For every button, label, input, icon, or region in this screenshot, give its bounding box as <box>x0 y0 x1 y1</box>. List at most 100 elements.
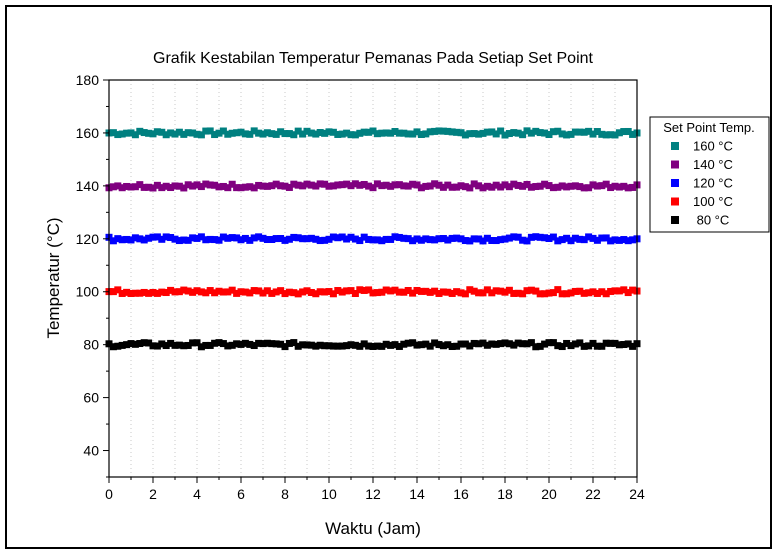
data-point <box>607 339 615 347</box>
data-point <box>439 183 447 191</box>
data-point <box>312 342 320 350</box>
data-point <box>567 130 575 138</box>
data-point <box>519 131 527 139</box>
data-point <box>347 341 355 349</box>
data-point <box>431 287 439 295</box>
data-point <box>373 289 381 297</box>
data-point <box>365 342 373 350</box>
data-point <box>360 180 368 188</box>
data-point <box>417 236 425 244</box>
data-point <box>109 237 117 245</box>
data-point <box>589 288 597 296</box>
data-point <box>123 235 131 243</box>
data-point <box>325 128 333 136</box>
data-point <box>488 340 496 348</box>
data-point <box>554 237 562 245</box>
data-point <box>488 128 496 136</box>
data-point <box>448 128 456 136</box>
data-point <box>118 341 126 349</box>
data-point <box>149 288 157 296</box>
data-point <box>118 130 126 138</box>
data-point <box>615 236 623 244</box>
data-point <box>180 130 188 138</box>
data-point <box>215 339 223 347</box>
y-tick-label: 180 <box>76 72 100 88</box>
legend-title: Set Point Temp. <box>663 120 755 135</box>
data-point <box>563 290 571 298</box>
data-point <box>567 342 575 350</box>
data-point <box>136 181 144 189</box>
data-point <box>259 182 267 190</box>
data-point <box>382 181 390 189</box>
data-point <box>193 234 201 242</box>
data-point <box>145 183 153 191</box>
data-point <box>114 235 122 243</box>
data-point <box>523 127 531 135</box>
data-point <box>123 129 131 137</box>
data-point <box>589 234 597 242</box>
data-point <box>435 235 443 243</box>
data-point <box>197 183 205 191</box>
data-point <box>365 235 373 243</box>
data-point <box>197 131 205 139</box>
data-point <box>259 234 267 242</box>
data-point <box>585 289 593 297</box>
data-point <box>153 233 161 241</box>
data-point <box>241 183 249 191</box>
data-point <box>615 341 623 349</box>
data-point <box>246 236 254 244</box>
data-point <box>624 289 632 297</box>
data-point <box>123 288 131 296</box>
legend-swatch <box>671 197 679 206</box>
data-point <box>598 130 606 138</box>
data-point <box>461 237 469 245</box>
data-point <box>558 290 566 298</box>
data-point <box>171 288 179 296</box>
data-point <box>593 289 601 297</box>
data-point <box>360 340 368 348</box>
data-point <box>290 180 298 188</box>
x-tick-label: 12 <box>365 486 381 502</box>
data-point <box>422 130 430 138</box>
data-point <box>505 286 513 294</box>
data-point <box>378 288 386 296</box>
data-point <box>215 183 223 191</box>
data-point <box>426 342 434 350</box>
data-point <box>360 233 368 241</box>
data-point <box>607 184 615 192</box>
data-point <box>316 288 324 296</box>
data-point <box>457 235 465 243</box>
data-point <box>404 339 412 347</box>
data-point <box>598 288 606 296</box>
data-point <box>202 341 210 349</box>
data-point <box>417 287 425 295</box>
series-140 <box>105 180 641 192</box>
data-point <box>175 341 183 349</box>
data-point <box>585 233 593 241</box>
data-point <box>598 342 606 350</box>
data-point <box>527 339 535 347</box>
data-point <box>629 286 637 294</box>
data-point <box>211 181 219 189</box>
data-point <box>571 128 579 136</box>
data-point <box>351 180 359 188</box>
data-point <box>602 339 610 347</box>
data-point <box>347 287 355 295</box>
data-point <box>527 183 535 191</box>
data-point <box>206 181 214 189</box>
data-point <box>180 286 188 294</box>
data-point <box>598 182 606 190</box>
data-point <box>145 129 153 137</box>
data-point <box>228 180 236 188</box>
data-point <box>189 339 197 347</box>
data-point <box>571 287 579 295</box>
data-point <box>519 290 527 298</box>
data-point <box>215 287 223 295</box>
data-point <box>483 286 491 294</box>
data-point <box>343 235 351 243</box>
data-point <box>387 341 395 349</box>
data-point <box>255 181 263 189</box>
data-point <box>365 128 373 136</box>
data-point <box>158 235 166 243</box>
data-point <box>153 128 161 136</box>
